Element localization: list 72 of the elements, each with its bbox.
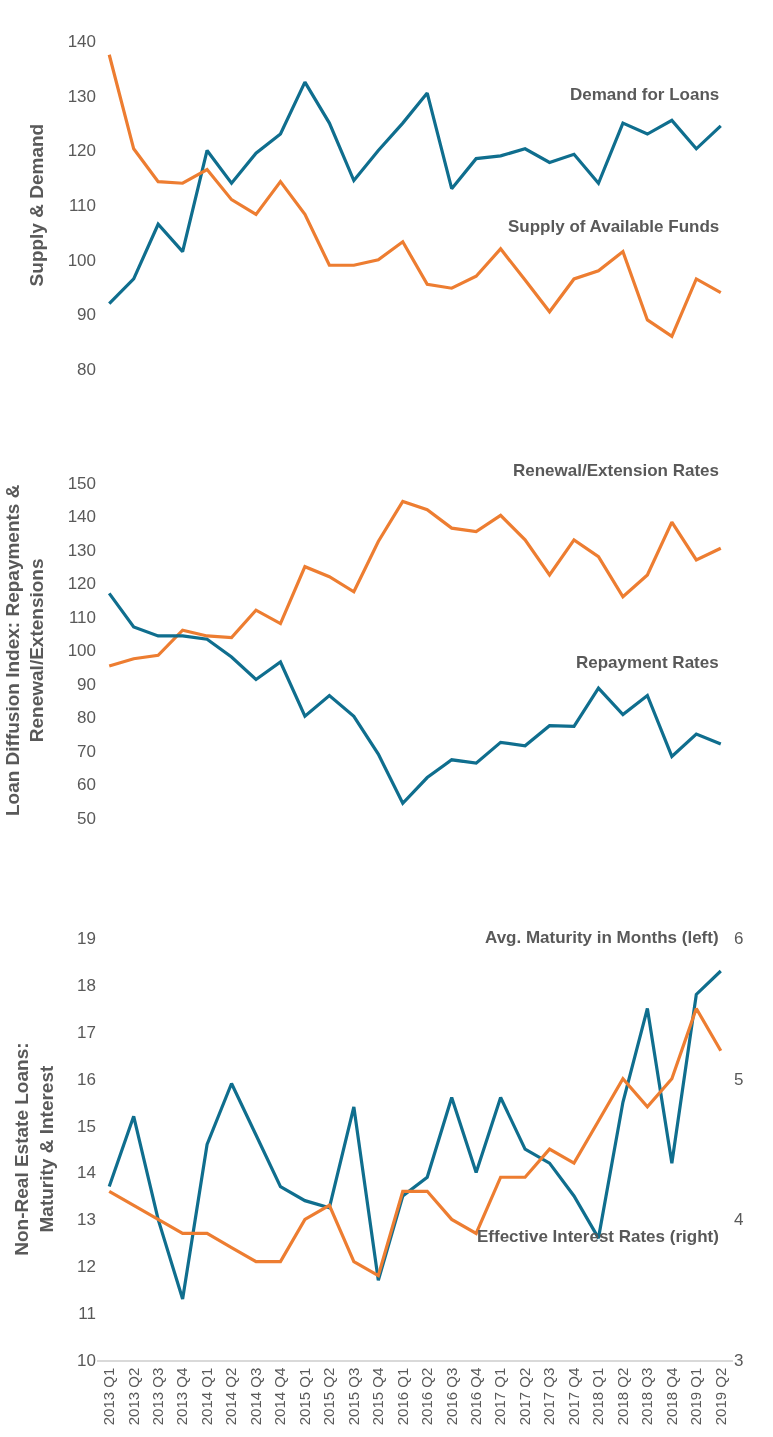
y-tick-label: 90 xyxy=(77,674,96,694)
y-tick-label: 16 xyxy=(77,1069,96,1089)
x-tick-label: 2017 Q2 xyxy=(515,1367,533,1426)
y-tick-label: 14 xyxy=(77,1163,96,1183)
series-label: Repayment Rates xyxy=(576,653,719,672)
y-tick-label: 150 xyxy=(67,473,96,493)
y-tick-label: 130 xyxy=(67,540,96,560)
y-tick-label: 12 xyxy=(77,1257,96,1277)
x-tick-label: 2014 Q2 xyxy=(222,1367,240,1426)
y-tick-label: 110 xyxy=(68,196,96,216)
x-tick-label: 2016 Q1 xyxy=(393,1367,411,1426)
y-tick-label: 13 xyxy=(77,1210,96,1230)
y-tick-label: 11 xyxy=(78,1304,96,1324)
y-axis-title: Non-Real Estate Loans: Maturity & Interest xyxy=(11,1042,57,1256)
x-tick-label: 2018 Q1 xyxy=(589,1367,607,1426)
y-tick-label: 140 xyxy=(67,32,96,52)
y-tick-label: 70 xyxy=(77,741,96,761)
x-tick-label: 2015 Q2 xyxy=(320,1367,338,1426)
y2-tick-label: 4 xyxy=(734,1210,744,1230)
y-axis-title: Loan Diffusion Index: Repayments & Renewal/Extensions xyxy=(1,484,48,817)
series-label: Effective Interest Rates (right) xyxy=(477,1227,719,1246)
x-tick-label: 2019 Q1 xyxy=(687,1367,705,1426)
x-tick-label: 2014 Q3 xyxy=(246,1367,264,1426)
line-series xyxy=(107,53,723,338)
y-tick-label: 19 xyxy=(77,929,96,949)
x-tick-label: 2015 Q1 xyxy=(295,1367,313,1426)
x-tick-label: 2013 Q4 xyxy=(173,1367,191,1426)
y2-tick-label: 5 xyxy=(734,1069,744,1089)
y-tick-label: 90 xyxy=(77,305,96,325)
y-tick-label: 100 xyxy=(67,250,96,270)
line-series xyxy=(107,591,723,805)
line-series xyxy=(107,969,723,1301)
y-tick-label: 15 xyxy=(77,1116,96,1136)
x-tick-label: 2014 Q4 xyxy=(271,1367,289,1426)
x-tick-label: 2017 Q3 xyxy=(540,1367,558,1426)
text: Renewal/Extension Rates xyxy=(513,461,719,480)
series-label: Supply of Available Funds xyxy=(508,217,720,236)
y-tick-label: 18 xyxy=(77,976,96,996)
x-tick-label: 2018 Q4 xyxy=(662,1367,680,1426)
y-tick-label: 110 xyxy=(68,607,96,627)
y-tick-label: 17 xyxy=(77,1022,96,1042)
x-tick-label: 2015 Q3 xyxy=(344,1367,362,1426)
y-tick-label: 50 xyxy=(77,808,96,828)
x-tick-label: 2018 Q2 xyxy=(613,1367,631,1426)
y-tick-label: 10 xyxy=(77,1350,96,1370)
x-tick-label: 2017 Q1 xyxy=(491,1367,509,1426)
x-tick-label: 2017 Q4 xyxy=(564,1367,582,1426)
x-tick-label: 2018 Q3 xyxy=(638,1367,656,1426)
x-tick-label: 2014 Q1 xyxy=(197,1367,215,1426)
x-tick-label: 2013 Q2 xyxy=(124,1367,142,1426)
y-tick-label: 140 xyxy=(67,507,96,527)
y-tick-label: 100 xyxy=(67,641,96,661)
x-tick-label: 2016 Q3 xyxy=(442,1367,460,1426)
x-tick-label: 2019 Q2 xyxy=(711,1367,729,1426)
x-tick-label: 2016 Q2 xyxy=(418,1367,436,1426)
line-series xyxy=(107,1006,723,1278)
y-tick-label: 130 xyxy=(67,86,96,106)
y2-tick-label: 6 xyxy=(734,929,744,949)
y-tick-label: 80 xyxy=(77,708,96,728)
series-label: Demand for Loans xyxy=(570,85,720,104)
y-tick-label: 80 xyxy=(77,360,96,380)
x-tick-label: 2013 Q3 xyxy=(149,1367,167,1426)
y-tick-label: 120 xyxy=(67,141,96,161)
x-tick-label: 2013 Q1 xyxy=(100,1367,118,1426)
y-tick-label: 60 xyxy=(77,775,96,795)
y-axis-title: Supply & Demand xyxy=(26,123,48,287)
x-tick-label: 2016 Q4 xyxy=(467,1367,485,1426)
series-label: Avg. Maturity in Months (left) xyxy=(485,928,719,947)
y2-tick-label: 3 xyxy=(734,1350,744,1370)
y-tick-label: 120 xyxy=(67,574,96,594)
line-series xyxy=(107,80,723,306)
x-tick-label: 2015 Q4 xyxy=(369,1367,387,1426)
